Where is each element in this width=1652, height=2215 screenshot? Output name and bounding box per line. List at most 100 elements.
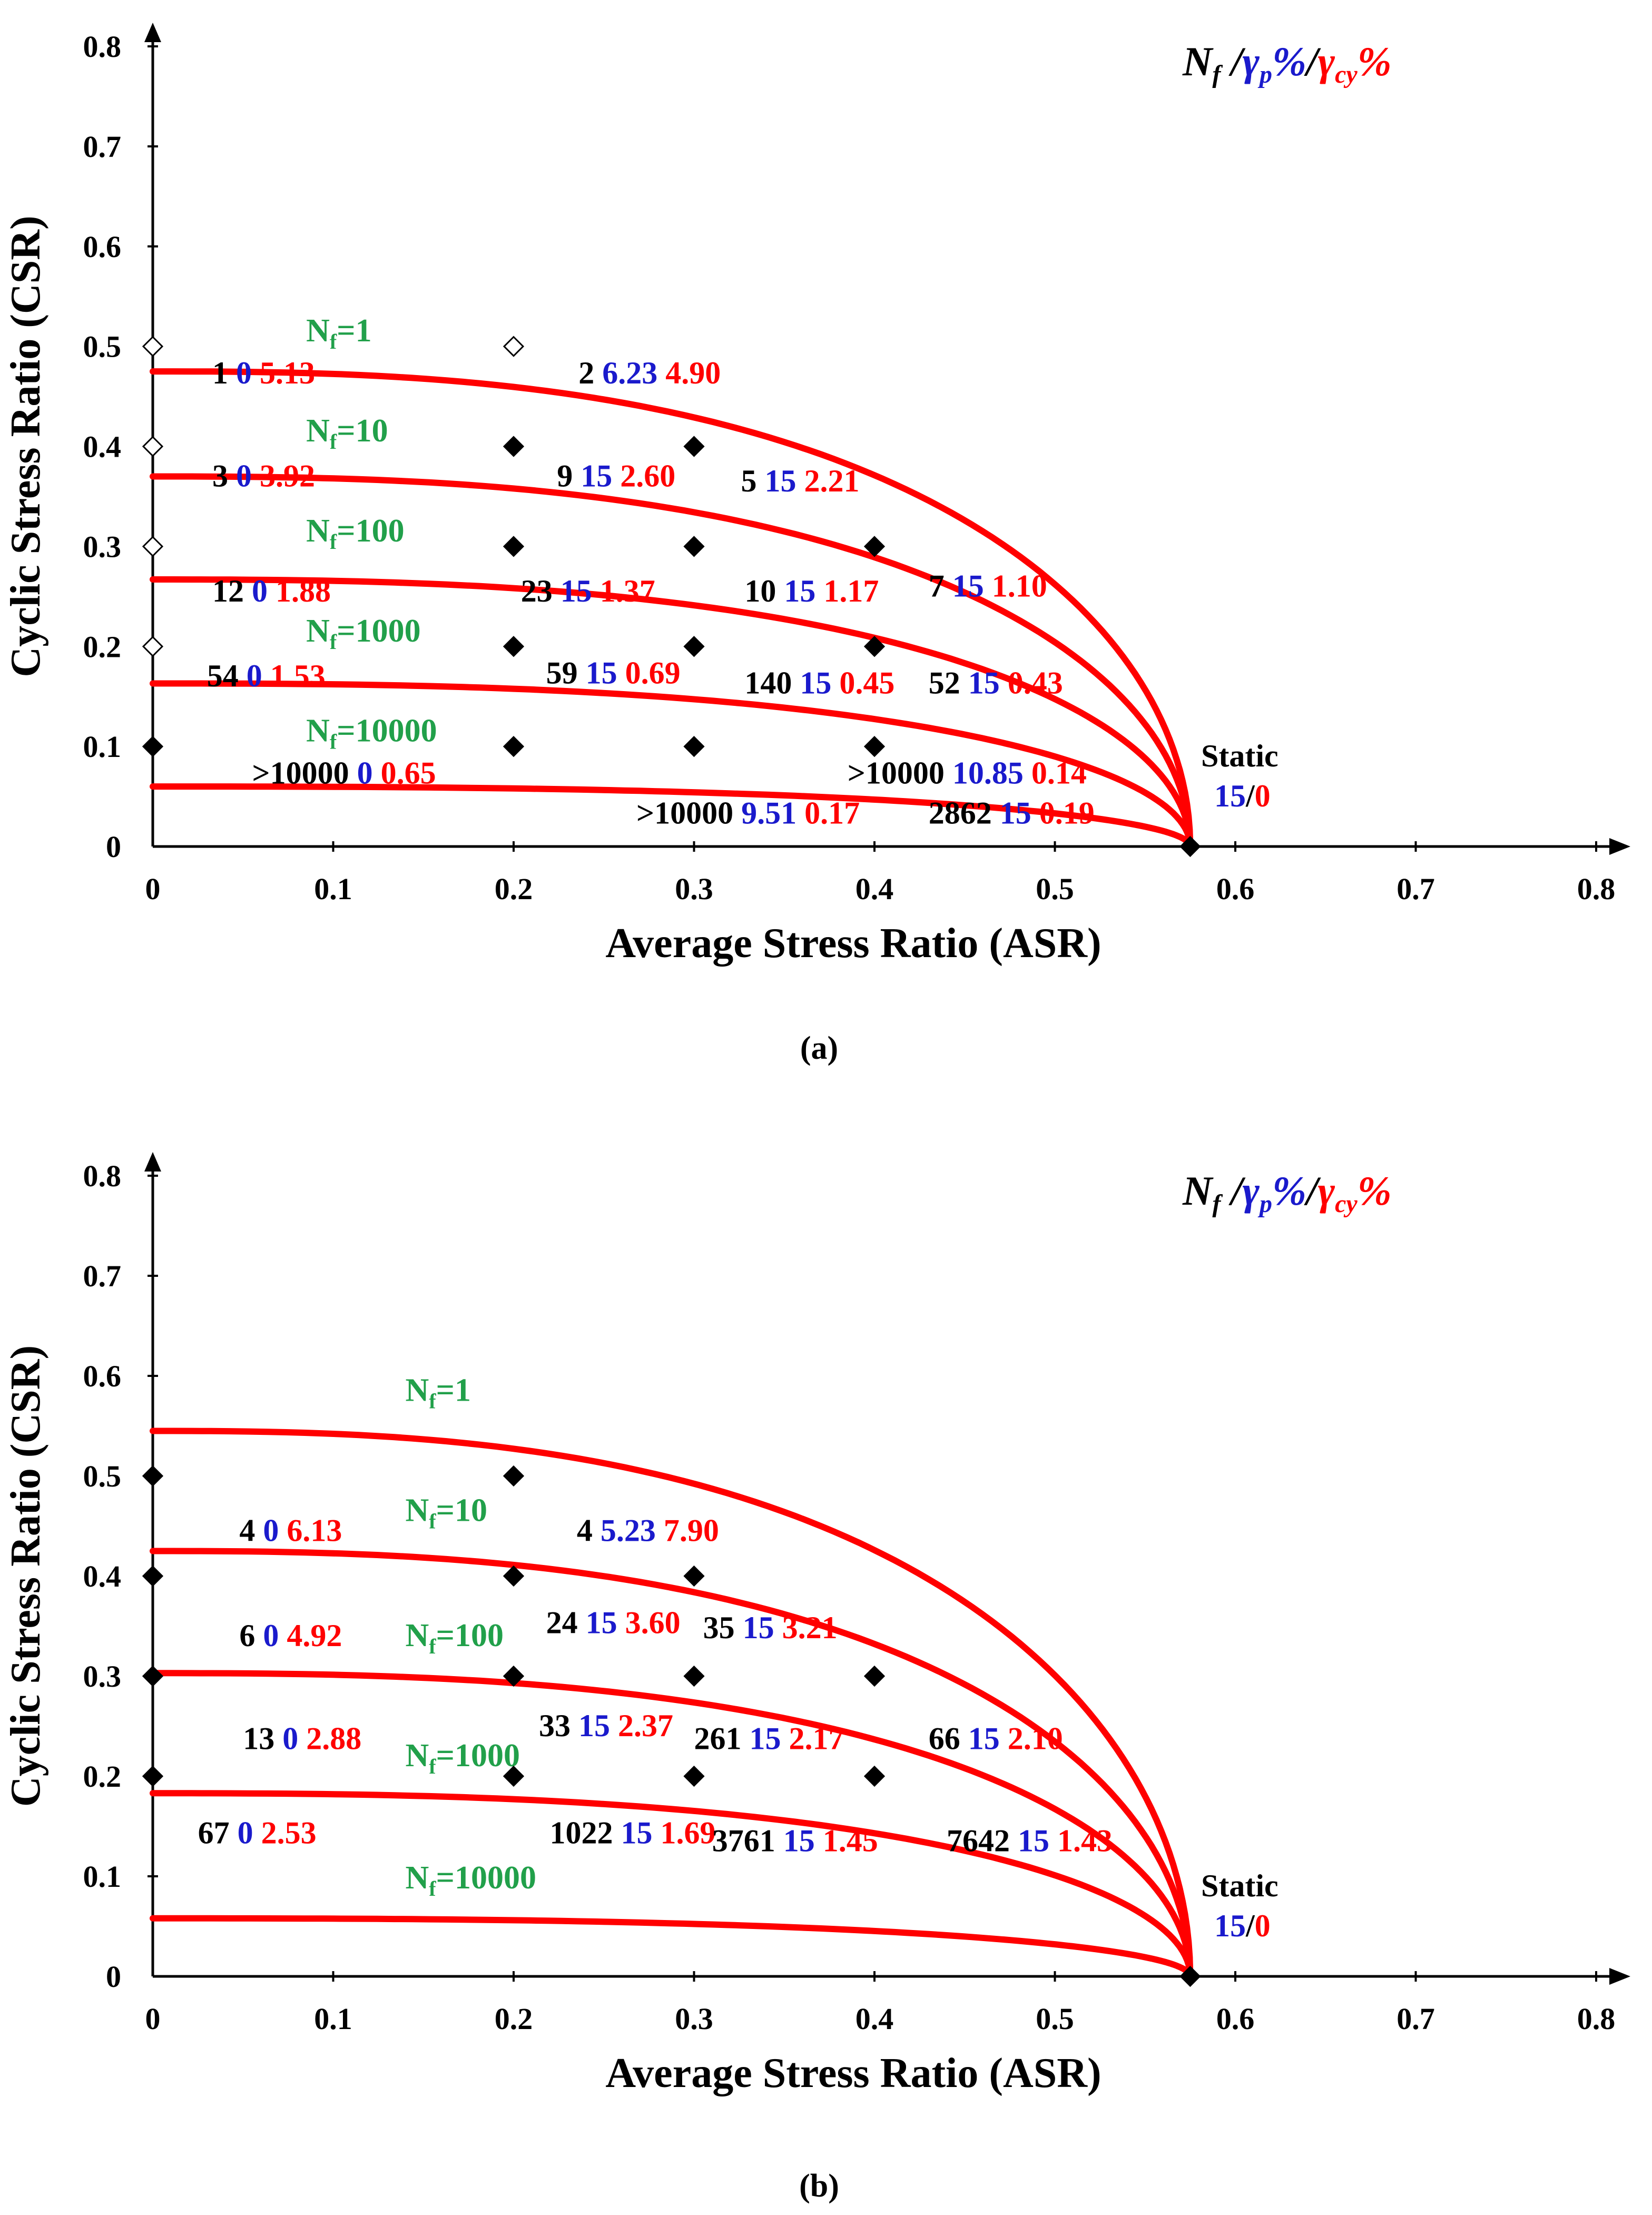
x-tick-label: 0.3 bbox=[675, 872, 713, 906]
y-tick-label: 0.3 bbox=[83, 529, 122, 564]
point-label-gp: 15 bbox=[792, 665, 831, 700]
point-label: 2 6.23 4.90 bbox=[578, 356, 721, 390]
point-label: 2862 15 0.19 bbox=[929, 795, 1095, 830]
point-label-nf: 33 bbox=[539, 1708, 571, 1743]
x-tick-label: 0 bbox=[145, 2002, 161, 2036]
solid-diamond-point bbox=[863, 1665, 886, 1687]
y-tick-label: 0.6 bbox=[83, 230, 122, 264]
y-tick-label: 0 bbox=[106, 830, 121, 864]
open-diamond-point bbox=[142, 336, 164, 357]
open-diamond-point bbox=[142, 636, 164, 657]
point-label-nf: 54 bbox=[207, 658, 239, 693]
point-label: 33 15 2.37 bbox=[539, 1708, 673, 1743]
point-label: 4 0 6.13 bbox=[239, 1513, 342, 1548]
curve-label: Nf=10000 bbox=[306, 713, 437, 754]
point-label-gcy: 0.45 bbox=[831, 665, 894, 700]
legend-nf: N bbox=[1182, 1168, 1214, 1214]
point-label-gp: 15 bbox=[613, 1815, 653, 1850]
curve-label-value: =1000 bbox=[436, 1738, 520, 1774]
x-tick-label: 0.8 bbox=[1577, 872, 1616, 906]
envelope-curve bbox=[150, 1670, 1194, 1980]
point-label-gcy: 2.88 bbox=[298, 1721, 361, 1756]
curve-label: Nf=10000 bbox=[406, 1860, 536, 1901]
solid-diamond-point bbox=[863, 536, 886, 557]
point-label-nf: 67 bbox=[198, 1815, 230, 1850]
x-tick-label: 0.6 bbox=[1216, 872, 1255, 906]
point-label: 4 5.23 7.90 bbox=[577, 1513, 719, 1548]
point-label-gcy: 3.92 bbox=[252, 458, 315, 493]
solid-diamond-point bbox=[863, 1765, 886, 1787]
point-label: 13 0 2.88 bbox=[243, 1721, 361, 1756]
y-tick-label: 0.5 bbox=[83, 1459, 122, 1493]
legend-sep: / bbox=[1221, 1168, 1246, 1214]
point-label-gcy: 0.65 bbox=[373, 755, 436, 790]
point-label-gp: 15 bbox=[775, 1824, 815, 1858]
curve-label-value: =10000 bbox=[436, 1860, 536, 1896]
point-label: 59 15 0.69 bbox=[546, 656, 681, 691]
static-gcy: 0 bbox=[1255, 1908, 1271, 1943]
point-label-nf: >10000 bbox=[252, 755, 349, 790]
solid-diamond-point bbox=[683, 736, 705, 757]
point-label: 67 0 2.53 bbox=[198, 1815, 317, 1850]
x-tick-label: 0.2 bbox=[495, 2002, 533, 2036]
point-label-nf: 3 bbox=[212, 458, 228, 493]
y-tick-label: 0.4 bbox=[83, 1559, 122, 1593]
x-tick-label: 0.5 bbox=[1036, 872, 1074, 906]
point-label-gp: 15 bbox=[553, 574, 592, 608]
point-label-gcy: 3.21 bbox=[774, 1610, 838, 1645]
legend-nf: N bbox=[1182, 38, 1214, 84]
curve-label-base: N bbox=[306, 313, 330, 349]
solid-diamond-point bbox=[142, 1665, 164, 1687]
envelope-curve bbox=[150, 680, 1194, 850]
y-axis-label: Cyclic Stress Ratio (CSR) bbox=[3, 215, 49, 677]
solid-diamond-point bbox=[683, 636, 705, 657]
x-tick-label: 0 bbox=[145, 872, 161, 906]
solid-diamond-point bbox=[683, 1765, 705, 1787]
open-diamond-point bbox=[142, 536, 164, 557]
point-label-gp: 15 bbox=[776, 574, 815, 608]
point-label: 35 15 3.21 bbox=[703, 1610, 838, 1645]
point-label: 54 0 1.53 bbox=[207, 658, 326, 693]
point-label-gcy: 0.19 bbox=[1031, 795, 1095, 830]
point-label-gcy: 2.60 bbox=[612, 458, 675, 493]
solid-diamond-point bbox=[1179, 835, 1201, 858]
static-value: 15/0 bbox=[1214, 1908, 1271, 1943]
point-label-gp: 15 bbox=[578, 1605, 617, 1640]
panel-caption: (b) bbox=[799, 2168, 839, 2204]
point-label: 9 15 2.60 bbox=[557, 458, 675, 493]
legend-gcy-pct: % bbox=[1358, 38, 1392, 84]
curve-label: Nf=10 bbox=[406, 1493, 487, 1533]
legend-header: Nf /γp%/γcy% bbox=[1182, 38, 1392, 88]
envelope-curve bbox=[150, 1548, 1194, 1980]
point-label-nf: 2862 bbox=[929, 795, 992, 830]
curve-label-sub: f bbox=[330, 630, 337, 654]
solid-diamond-point bbox=[503, 1565, 525, 1587]
point-label-gcy: 4.92 bbox=[279, 1618, 342, 1653]
solid-diamond-point bbox=[503, 1665, 525, 1687]
legend-gp-pct: % bbox=[1272, 38, 1306, 84]
solid-diamond-point bbox=[503, 636, 525, 657]
y-axis-arrow bbox=[144, 1152, 161, 1172]
point-label: 10 15 1.17 bbox=[744, 574, 879, 608]
point-label-gcy: 1.37 bbox=[592, 574, 655, 608]
point-label-gp: 15 bbox=[960, 665, 1000, 700]
curve-label-base: N bbox=[406, 1373, 429, 1409]
point-label-gcy: 7.90 bbox=[656, 1513, 719, 1548]
point-label-gp: 15 bbox=[573, 458, 612, 493]
curve-label-sub: f bbox=[330, 430, 337, 454]
point-label: 7 15 1.10 bbox=[929, 568, 1047, 603]
point-label-nf: 24 bbox=[546, 1605, 578, 1640]
static-title: Static bbox=[1201, 739, 1279, 773]
curve-label: Nf=100 bbox=[306, 513, 404, 554]
point-label-gcy: 2.37 bbox=[610, 1708, 673, 1743]
point-label: 6 0 4.92 bbox=[239, 1618, 342, 1653]
y-tick-label: 0.2 bbox=[83, 1759, 122, 1794]
static-gp: 15 bbox=[1214, 779, 1246, 813]
point-label-nf: 52 bbox=[929, 665, 960, 700]
curve-label-base: N bbox=[406, 1738, 429, 1774]
point-label-nf: 1022 bbox=[550, 1815, 613, 1850]
point-label-gp: 15 bbox=[757, 464, 796, 498]
legend-nf-sub: f bbox=[1212, 61, 1223, 88]
point-label-nf: 35 bbox=[703, 1610, 735, 1645]
